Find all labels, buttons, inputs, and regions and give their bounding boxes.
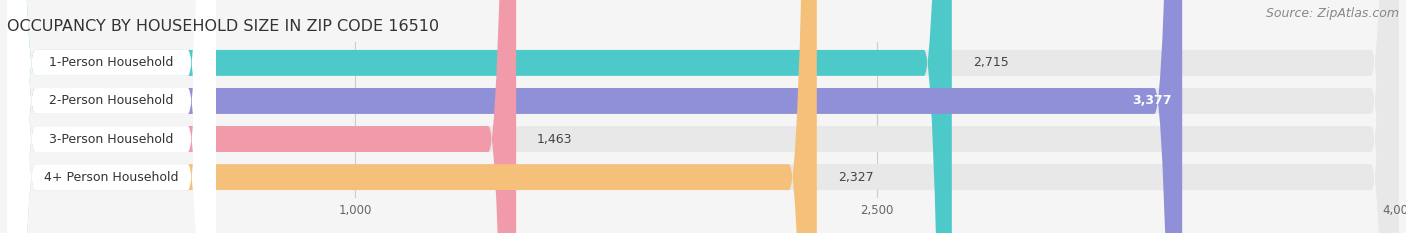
FancyBboxPatch shape — [7, 0, 817, 233]
FancyBboxPatch shape — [7, 0, 217, 233]
Text: 2,715: 2,715 — [973, 56, 1008, 69]
Text: 4+ Person Household: 4+ Person Household — [44, 171, 179, 184]
Text: OCCUPANCY BY HOUSEHOLD SIZE IN ZIP CODE 16510: OCCUPANCY BY HOUSEHOLD SIZE IN ZIP CODE … — [7, 19, 439, 34]
Text: 1-Person Household: 1-Person Household — [49, 56, 173, 69]
FancyBboxPatch shape — [7, 0, 1399, 233]
Text: Source: ZipAtlas.com: Source: ZipAtlas.com — [1265, 7, 1399, 20]
Text: 2-Person Household: 2-Person Household — [49, 94, 173, 107]
FancyBboxPatch shape — [7, 0, 217, 233]
FancyBboxPatch shape — [7, 0, 1399, 233]
Text: 2,327: 2,327 — [838, 171, 873, 184]
FancyBboxPatch shape — [7, 0, 952, 233]
Text: 3,377: 3,377 — [1132, 94, 1171, 107]
FancyBboxPatch shape — [7, 0, 1399, 233]
Text: 3-Person Household: 3-Person Household — [49, 133, 173, 146]
FancyBboxPatch shape — [7, 0, 217, 233]
FancyBboxPatch shape — [7, 0, 1399, 233]
FancyBboxPatch shape — [7, 0, 516, 233]
FancyBboxPatch shape — [7, 0, 217, 233]
Text: 1,463: 1,463 — [537, 133, 572, 146]
FancyBboxPatch shape — [7, 0, 1182, 233]
